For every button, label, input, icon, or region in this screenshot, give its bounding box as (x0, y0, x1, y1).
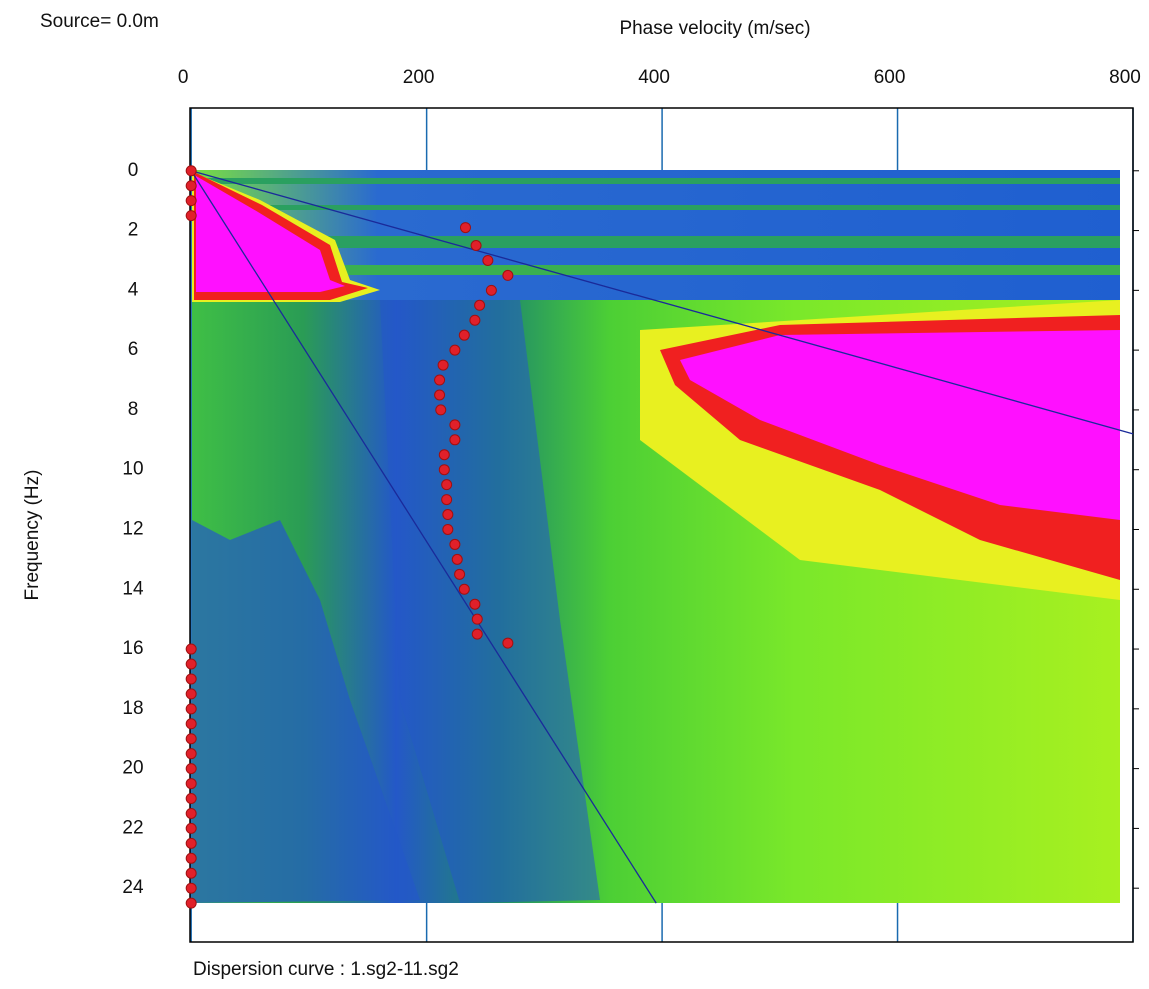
y-tick-label: 12 (122, 518, 143, 539)
x-tick-label: 400 (638, 67, 670, 88)
curve-point (469, 314, 481, 326)
y-tick-label: 22 (122, 817, 143, 838)
x-tick-label: 0 (178, 67, 189, 88)
curve-point (482, 254, 494, 266)
curve-point (502, 269, 514, 281)
curve-point (471, 613, 483, 625)
y-tick-label: 14 (122, 578, 144, 599)
curve-point (449, 538, 461, 550)
curve-point (441, 479, 453, 491)
curve-point (502, 637, 514, 649)
y-tick-label: 18 (122, 698, 143, 719)
curve-point (185, 852, 197, 864)
curve-point (471, 628, 483, 640)
curve-point (185, 778, 197, 790)
curve-point (441, 494, 453, 506)
curve-point (458, 329, 470, 341)
curve-point (185, 718, 197, 730)
curve-point (435, 404, 447, 416)
curve-point (438, 464, 450, 476)
y-tick-label: 16 (122, 638, 143, 659)
chart-title: Source= 0.0m (40, 11, 159, 32)
x-tick-label: 600 (874, 67, 906, 88)
curve-point (185, 837, 197, 849)
curve-point (185, 658, 197, 670)
x-tick-label: 800 (1109, 67, 1141, 88)
curve-point (434, 389, 446, 401)
curve-point (442, 523, 454, 535)
curve-point (185, 210, 197, 222)
y-tick-label: 10 (122, 459, 143, 480)
curve-point (185, 195, 197, 207)
plot-frame (189, 107, 1134, 943)
curve-point (449, 419, 461, 431)
curve-point (185, 733, 197, 745)
y-tick-label: 6 (128, 339, 139, 360)
reference-line (191, 170, 1134, 435)
curve-point (185, 763, 197, 775)
curve-point (459, 222, 471, 234)
curve-point (185, 180, 197, 192)
curve-point (451, 553, 463, 565)
y-tick-label: 8 (128, 399, 139, 420)
curve-point (185, 165, 197, 177)
y-tick-label: 4 (128, 279, 139, 300)
footer: Dispersion curve : 1.sg2-11.sg2 (193, 959, 459, 980)
curve-point (185, 688, 197, 700)
y-tick-label: 20 (122, 758, 143, 779)
curve-point (185, 703, 197, 715)
curve-point (469, 598, 481, 610)
curve-point (185, 748, 197, 760)
y-axis-label: Frequency (Hz) (22, 470, 43, 601)
curve-point (485, 284, 497, 296)
y-tick-label: 0 (128, 160, 139, 181)
curve-point (449, 344, 461, 356)
curve-point (185, 673, 197, 685)
curve-point (438, 449, 450, 461)
curve-point (458, 583, 470, 595)
curve-point (437, 359, 449, 371)
y-tick-label: 24 (122, 877, 144, 898)
curve-point (185, 643, 197, 655)
dispersion-image (192, 170, 1120, 903)
curve-point (185, 807, 197, 819)
curve-point (442, 509, 454, 521)
x-tick-label: 200 (403, 67, 435, 88)
reference-line (190, 170, 657, 904)
y-tick-label: 2 (128, 220, 139, 241)
curve-point (434, 374, 446, 386)
curve-point (449, 434, 461, 446)
curve-point (454, 568, 466, 580)
data-layer (185, 165, 1134, 909)
curve-point (474, 299, 486, 311)
curve-point (470, 240, 482, 252)
curve-point (185, 822, 197, 834)
curve-point (185, 793, 197, 805)
x-axis-label: Phase velocity (m/sec) (619, 18, 810, 39)
curve-point (185, 897, 197, 909)
curve-point (185, 867, 197, 879)
curve-point (185, 882, 197, 894)
